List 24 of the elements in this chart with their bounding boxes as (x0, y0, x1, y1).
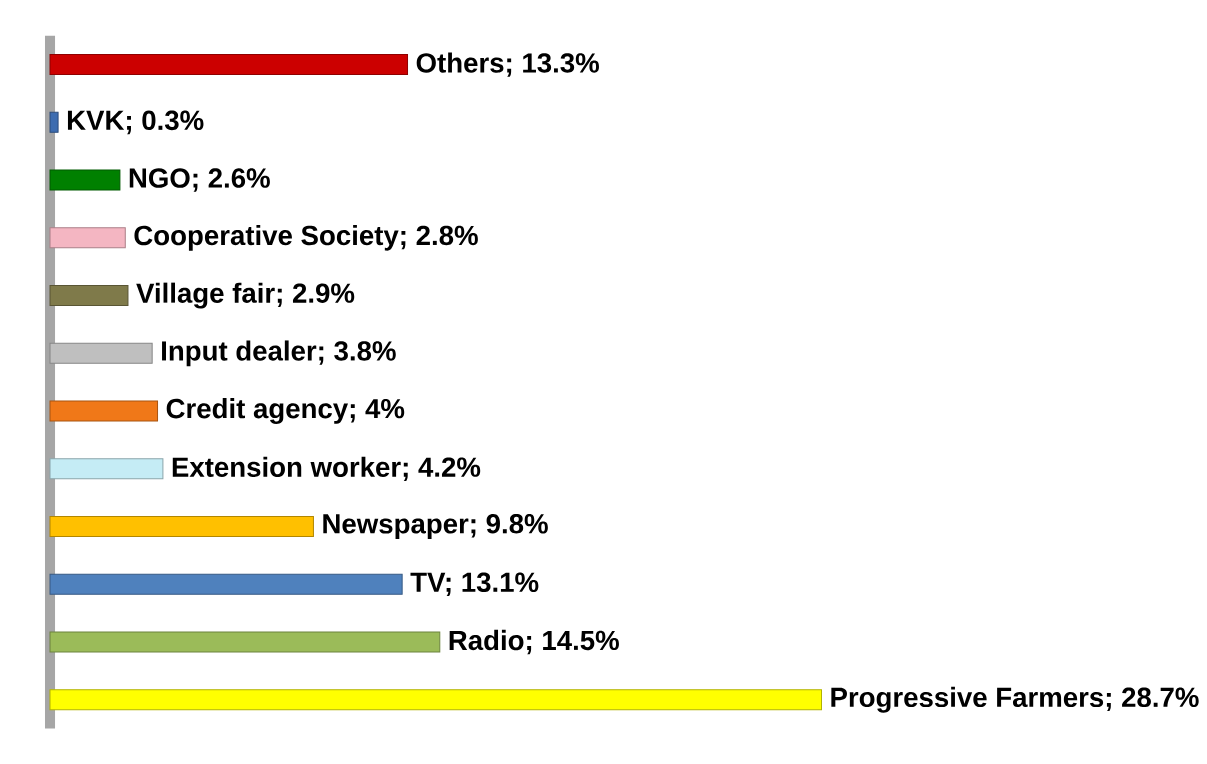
bar (49, 573, 403, 595)
data-label: TV; 13.1% (410, 572, 539, 596)
bar (49, 53, 409, 75)
data-label: Others; 13.3% (416, 52, 599, 77)
data-label: Credit agency; 4% (166, 397, 405, 424)
bar (49, 284, 129, 306)
bar (49, 631, 441, 653)
bar (49, 169, 121, 191)
data-label: Extension worker; 4.2% (172, 456, 481, 481)
bar (49, 458, 164, 480)
bar (49, 111, 59, 133)
data-label: KVK; 0.3% (67, 110, 204, 134)
data-label: NGO; 2.6% (129, 168, 270, 192)
data-label: Cooperative Society; 2.8% (134, 224, 478, 251)
bar (49, 342, 153, 364)
data-label: Progressive Farmers; 28.7% (831, 686, 1199, 713)
bar (49, 689, 822, 711)
data-label: Radio; 14.5% (449, 629, 619, 655)
bar (49, 515, 314, 537)
data-label: Input dealer; 3.8% (162, 340, 396, 366)
bar (49, 400, 159, 422)
bar (49, 227, 126, 249)
data-label: Village fair; 2.9% (136, 282, 355, 309)
data-label: Newspaper; 9.8% (323, 513, 548, 539)
